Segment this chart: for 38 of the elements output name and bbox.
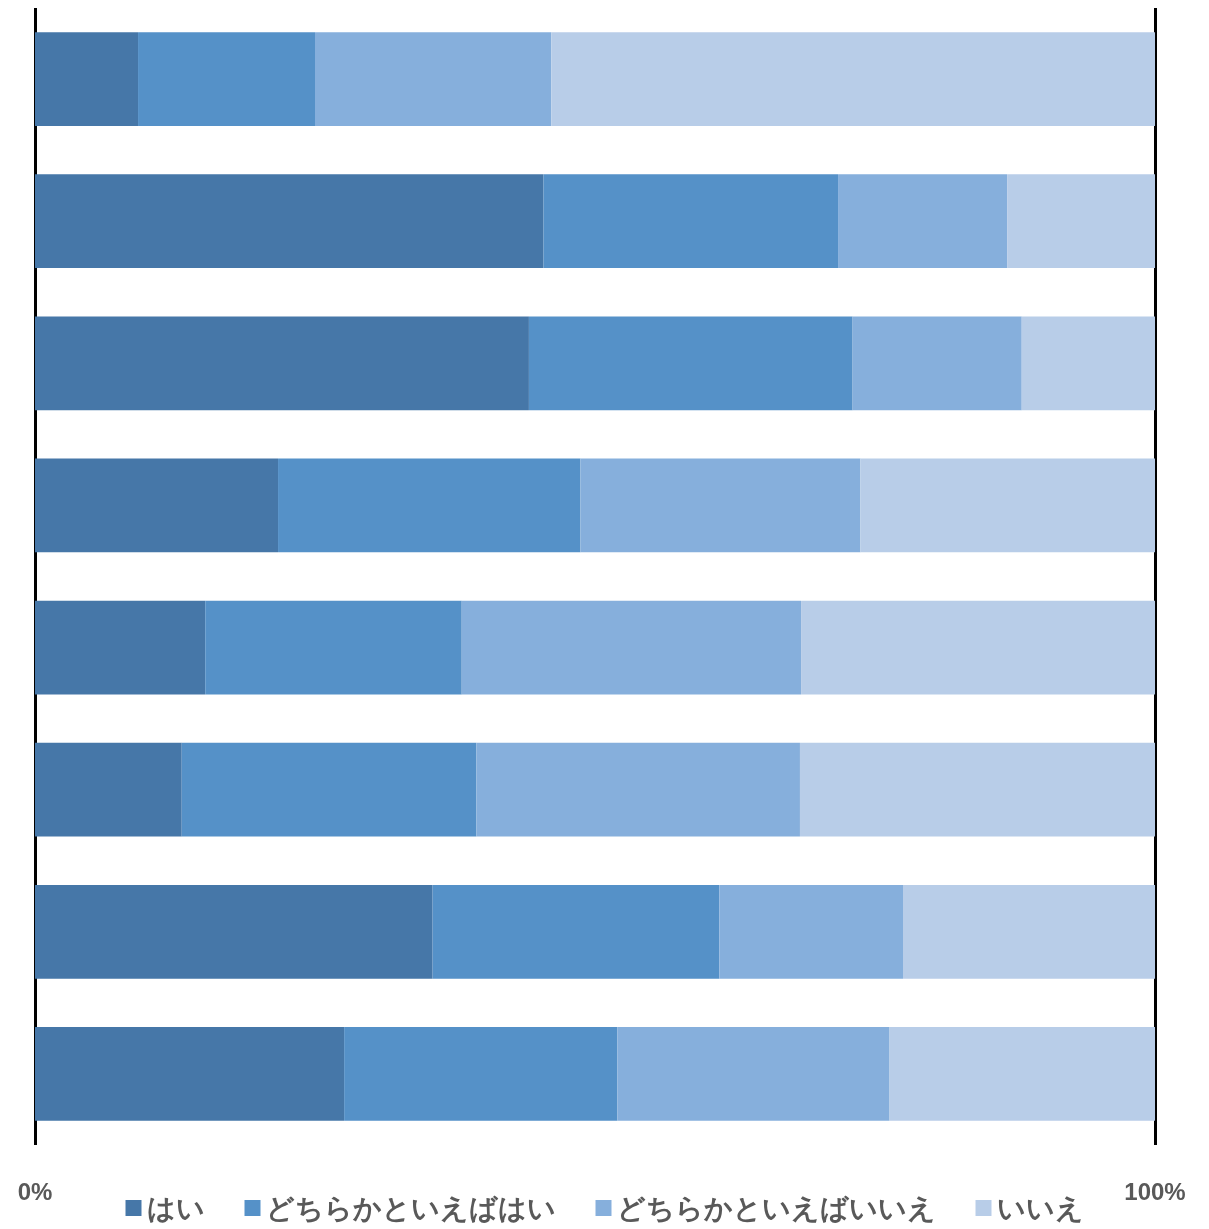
bar (799, 742, 1155, 837)
legend-label: はい (146, 1191, 205, 1225)
legend-label: いいえ (996, 1191, 1084, 1225)
bar (543, 174, 839, 269)
x-tick-label: 100% (1124, 1177, 1186, 1205)
bar (860, 458, 1155, 553)
bar (528, 316, 853, 411)
bar (1007, 174, 1155, 269)
bar (1021, 316, 1155, 411)
bar (278, 458, 581, 553)
bar (476, 742, 800, 837)
bar (35, 600, 206, 695)
bar (35, 458, 279, 553)
bar (903, 884, 1155, 979)
bar (315, 32, 552, 126)
legend-label: どちらかといえばはい (265, 1191, 556, 1225)
bar (432, 884, 720, 979)
bar (138, 32, 315, 126)
bar (461, 600, 802, 695)
bar (580, 458, 861, 553)
bar (35, 1027, 345, 1121)
bar (344, 1027, 618, 1121)
bar (35, 32, 139, 126)
legend-label: どちらかといえばいいえ (616, 1191, 936, 1225)
bar (551, 32, 1155, 126)
bar (35, 742, 182, 837)
bar (35, 316, 529, 411)
bar (852, 316, 1022, 411)
bar (801, 600, 1155, 695)
x-tick-label: 0% (17, 1177, 53, 1205)
bar (181, 742, 477, 837)
bar (617, 1027, 890, 1121)
bar (35, 174, 544, 269)
bar (35, 884, 433, 979)
bar (719, 884, 903, 979)
bar (889, 1027, 1155, 1121)
bar (838, 174, 1008, 269)
bar (205, 600, 462, 695)
